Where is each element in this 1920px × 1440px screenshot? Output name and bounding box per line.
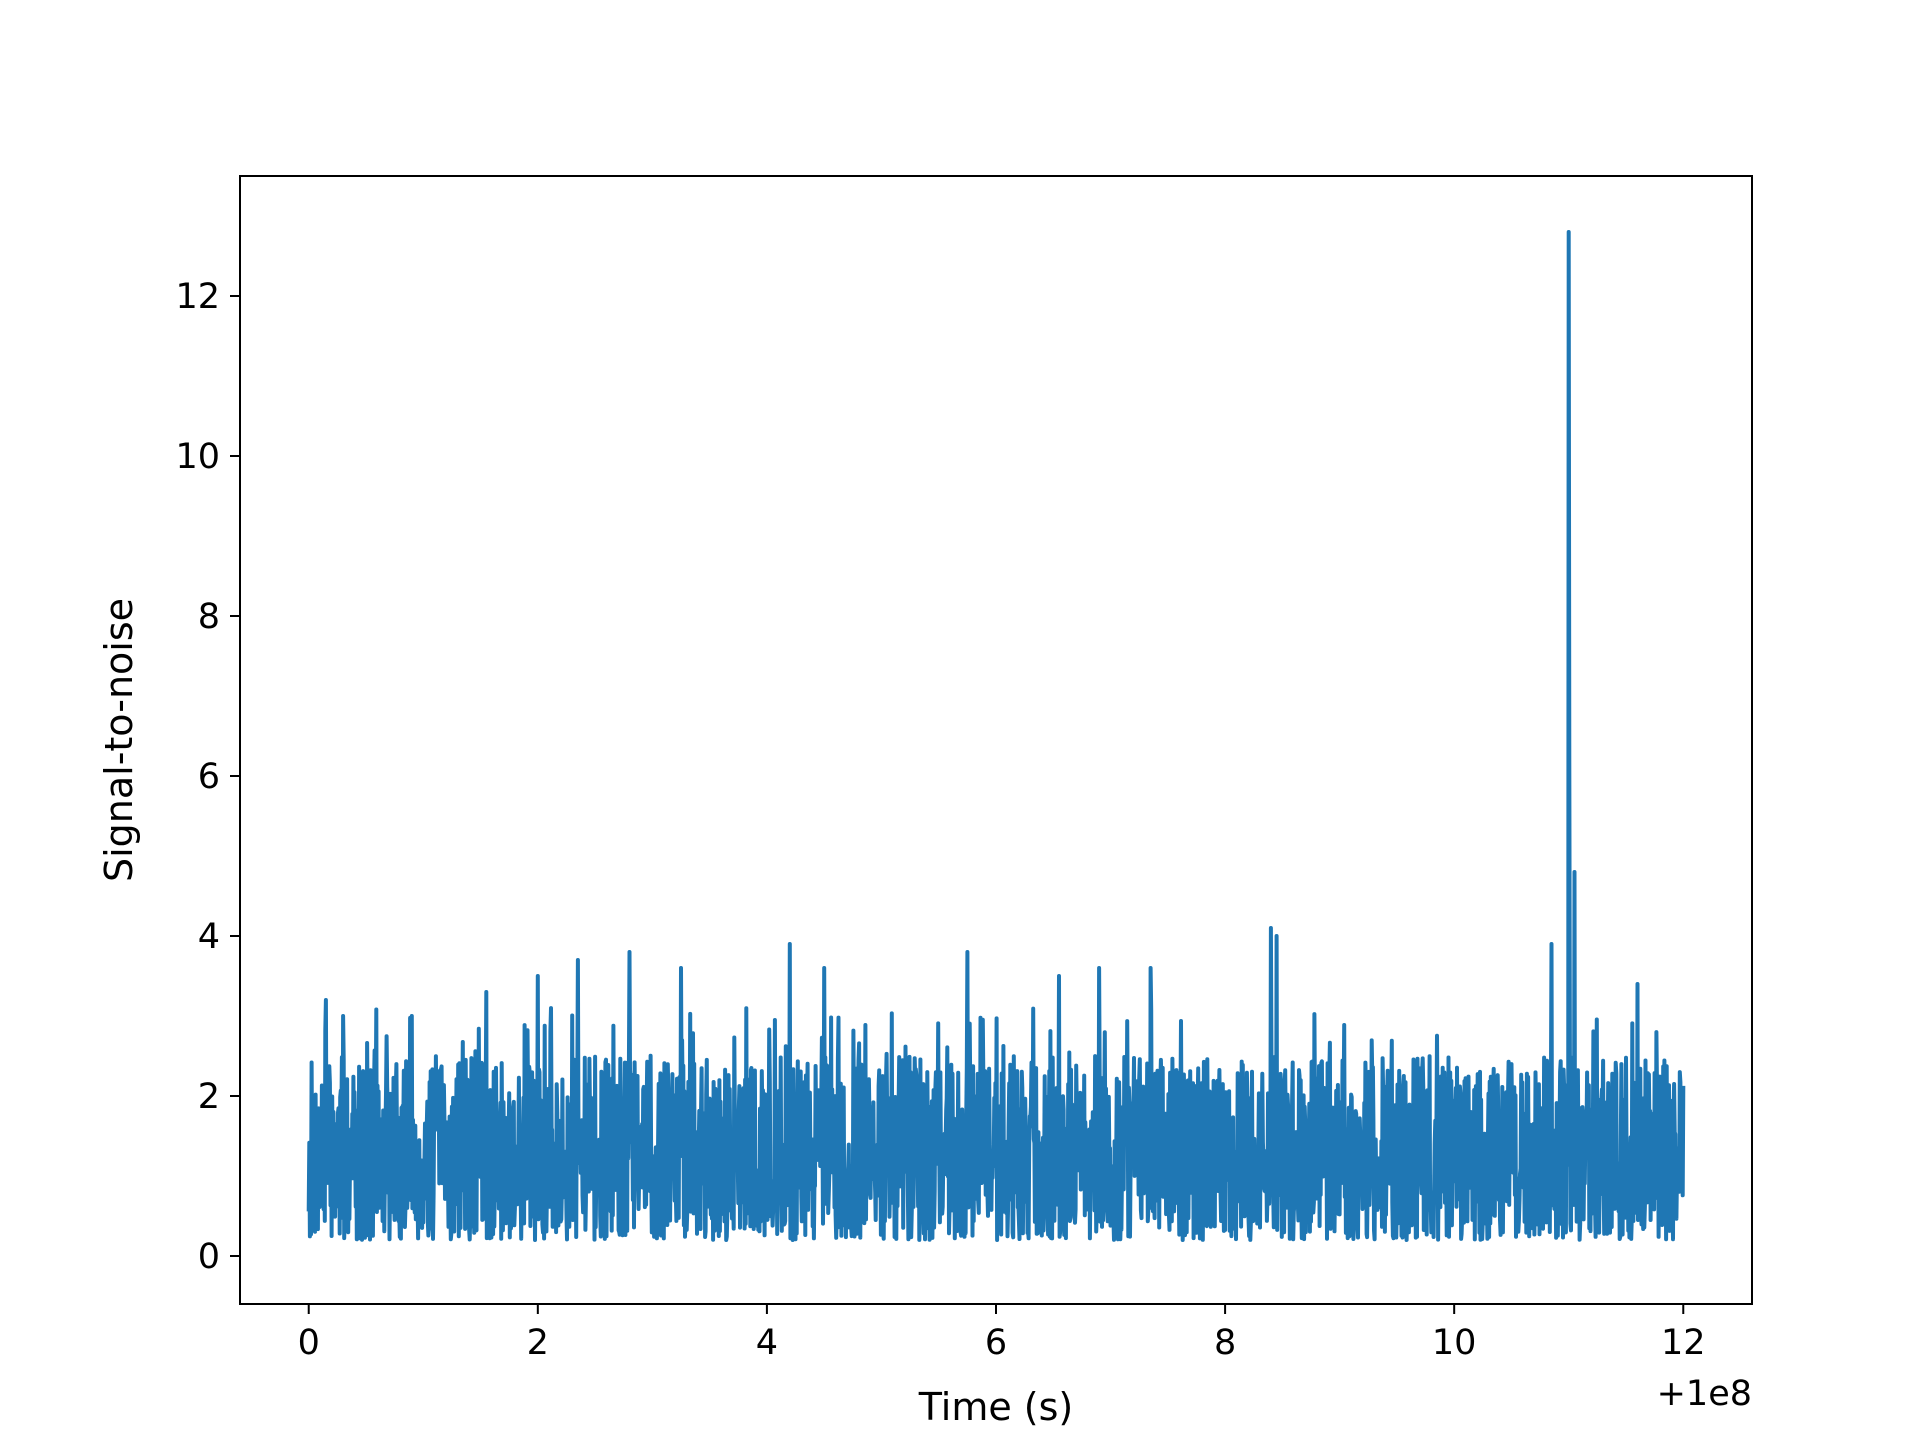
y-axis-label: Signal-to-noise xyxy=(97,598,141,882)
x-tick-label: 8 xyxy=(1214,1323,1236,1363)
plot-area xyxy=(306,230,1686,1242)
y-tick-label: 0 xyxy=(198,1237,220,1277)
x-axis-offset-label: +1e8 xyxy=(1657,1374,1752,1414)
y-tick-label: 4 xyxy=(198,917,220,957)
y-tick-label: 12 xyxy=(175,277,220,317)
x-tick-label: 0 xyxy=(298,1323,320,1363)
y-tick-label: 6 xyxy=(198,757,220,797)
y-tick-label: 10 xyxy=(175,437,220,477)
x-tick-label: 10 xyxy=(1432,1323,1477,1363)
x-tick-label: 6 xyxy=(985,1323,1007,1363)
snr-series-line xyxy=(306,230,1686,1242)
y-tick-label: 8 xyxy=(198,597,220,637)
x-tick-label: 12 xyxy=(1661,1323,1706,1363)
y-tick-label: 2 xyxy=(198,1077,220,1117)
x-axis-label: Time (s) xyxy=(918,1385,1074,1429)
x-axis: 0 2 4 6 8 10 12 xyxy=(298,1304,1706,1363)
x-tick-label: 2 xyxy=(527,1323,549,1363)
y-axis: 0 2 4 6 8 10 12 xyxy=(175,277,240,1277)
x-tick-label: 4 xyxy=(756,1323,778,1363)
